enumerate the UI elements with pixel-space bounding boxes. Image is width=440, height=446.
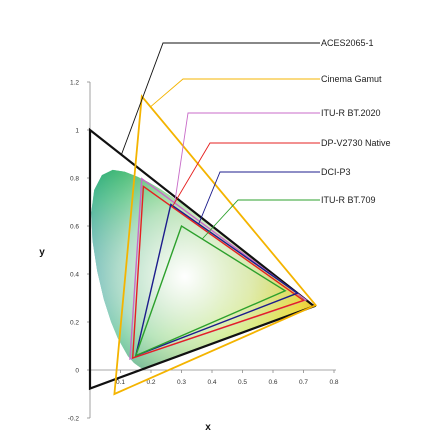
legend-leader-cinema-gamut — [150, 78, 320, 108]
y-tick-label: 0 — [75, 368, 79, 375]
y-tick-label: 0.4 — [70, 272, 79, 279]
y-tick-label: 0.6 — [70, 224, 79, 231]
y-tick-label: 0.8 — [70, 176, 79, 183]
axes: -0.2 0 0.2 0.4 0.6 0.8 1 1.2 0.1 0.2 0.3 0.4 0.5 0.6 0… — [68, 80, 339, 423]
x-tick-label: 0.7 — [299, 379, 308, 386]
x-tick-label: 0.8 — [329, 379, 338, 386]
legend-label-itu-r-bt-2020: ITU-R BT.2020 — [321, 108, 381, 118]
y-tick-label: -0.2 — [68, 416, 80, 423]
y-tick-label: 1 — [75, 128, 79, 135]
legend-label-cinema-gamut: Cinema Gamut — [321, 74, 382, 84]
gamut-dci-p3 — [134, 203, 299, 357]
legend-label-dci-p3: DCI-P3 — [321, 167, 351, 177]
gamut-itu-r-bt-709 — [134, 224, 287, 357]
x-tick-label: 0.3 — [177, 379, 186, 386]
gamut-aces2065-1 — [88, 127, 317, 391]
legend-label-aces2065-1: ACES2065-1 — [321, 38, 374, 48]
legend-leader-dci-p3 — [198, 171, 320, 225]
y-tick-label: 0.2 — [70, 320, 79, 327]
x-tick-label: 0.1 — [116, 379, 125, 386]
y-axis-title: y — [39, 247, 45, 258]
gamut-dp-v2730-native — [131, 185, 306, 359]
x-tick-label: 0.5 — [238, 379, 247, 386]
legend-leader-itu-r-bt-709 — [201, 199, 320, 240]
legend-leader-dp-v2730-native — [171, 142, 320, 208]
legend: ACES2065-1 Cinema Gamut ITU-R BT.2020 DP-V2… — [120, 38, 391, 240]
legend-leader-itu-r-bt-2020 — [174, 112, 320, 204]
legend-leader-aces2065-1 — [120, 42, 320, 155]
gamut-triangles — [88, 94, 318, 396]
x-tick-label: 0.4 — [207, 379, 216, 386]
gamut-cinema-gamut — [113, 94, 318, 396]
x-tick-label: 0.6 — [268, 379, 277, 386]
legend-label-dp-v2730-native: DP-V2730 Native — [321, 138, 391, 148]
y-tick-label: 1.2 — [70, 80, 79, 87]
x-tick-label: 0.2 — [146, 379, 155, 386]
x-axis-title: x — [205, 422, 211, 433]
legend-label-itu-r-bt-709: ITU-R BT.709 — [321, 195, 376, 205]
